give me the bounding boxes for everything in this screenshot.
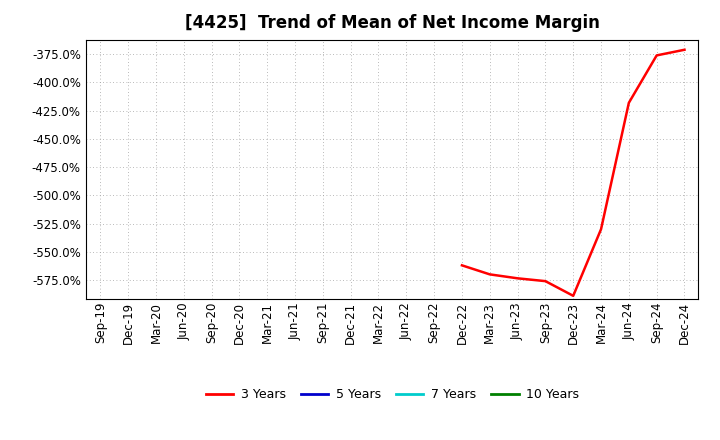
Legend: 3 Years, 5 Years, 7 Years, 10 Years: 3 Years, 5 Years, 7 Years, 10 Years — [201, 383, 584, 406]
3 Years — [569, 293, 577, 298]
3 Years — [485, 272, 494, 277]
Title: [4425]  Trend of Mean of Net Income Margin: [4425] Trend of Mean of Net Income Margi… — [185, 15, 600, 33]
3 Years — [513, 276, 522, 281]
3 Years — [652, 53, 661, 58]
3 Years — [458, 263, 467, 268]
3 Years — [597, 227, 606, 232]
3 Years — [624, 100, 633, 106]
3 Years — [680, 47, 689, 52]
Line: 3 Years: 3 Years — [462, 50, 685, 296]
3 Years — [541, 279, 550, 284]
